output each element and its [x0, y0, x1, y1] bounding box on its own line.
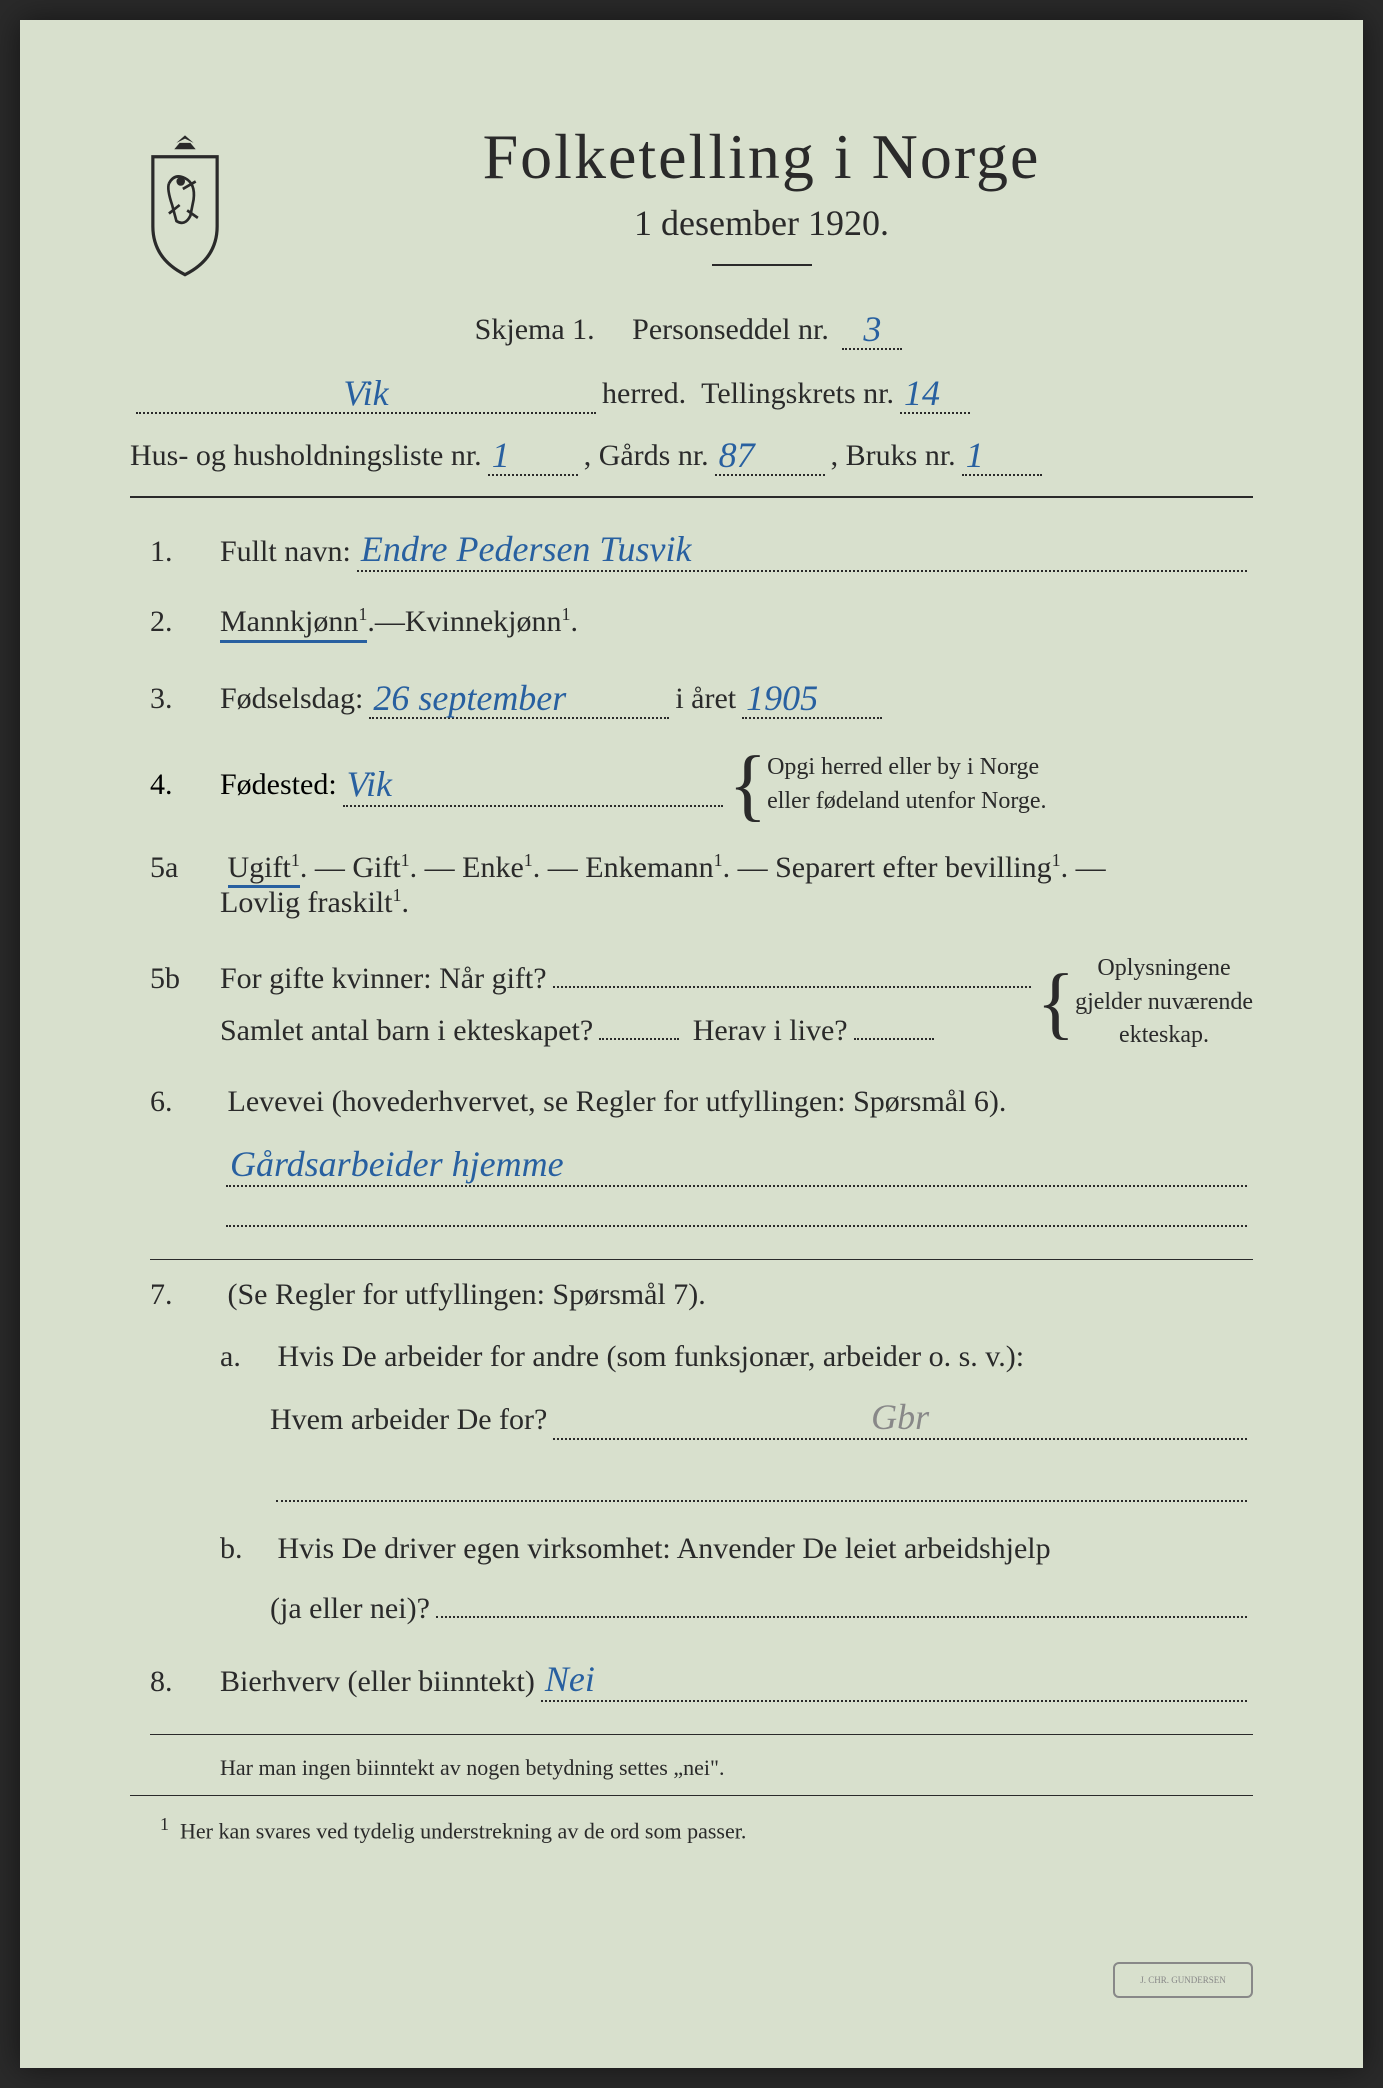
- q7a-value: Gbr: [867, 1396, 933, 1438]
- herred-label: herred.: [602, 377, 686, 411]
- printer-stamp: J. CHR. GUNDERSEN: [1113, 1962, 1253, 1998]
- q8-num: 8.: [150, 1665, 220, 1699]
- q4-value: Vik: [343, 763, 396, 805]
- q4-label: Fødested:: [220, 768, 337, 802]
- main-title: Folketelling i Norge: [270, 120, 1253, 194]
- header: Folketelling i Norge 1 desember 1920.: [130, 120, 1253, 296]
- q4: 4. Fødested: Vik { Opgi herred eller by …: [150, 751, 1253, 818]
- q1: 1. Fullt navn: Endre Pedersen Tusvik: [150, 528, 1253, 572]
- husliste-label: Hus- og husholdningsliste nr.: [130, 439, 482, 473]
- personseddel-nr: 3: [859, 309, 885, 349]
- q6-value: Gårdsarbeider hjemme: [226, 1143, 568, 1185]
- q3: 3. Fødselsdag: 26 september i året 1905: [150, 675, 1253, 719]
- q5b-label3: Herav i live?: [693, 1014, 848, 1048]
- q7b-line1: Hvis De driver egen virksomhet: Anvender…: [278, 1532, 1051, 1565]
- q1-num: 1.: [150, 535, 220, 569]
- q4-note: Opgi herred eller by i Norge eller fødel…: [767, 751, 1046, 818]
- q7-num: 7.: [150, 1278, 220, 1312]
- header-rule: [130, 496, 1253, 498]
- q4-num: 4.: [150, 768, 220, 802]
- tellingskrets-label: Tellingskrets nr.: [701, 377, 894, 411]
- q6-rule: [150, 1259, 1253, 1260]
- q5b-label2: Samlet antal barn i ekteskapet?: [220, 1014, 593, 1048]
- husliste-nr: 1: [488, 435, 514, 475]
- q6-num: 6.: [150, 1085, 220, 1119]
- skjema-label: Skjema 1.: [475, 313, 595, 346]
- q7: 7. (Se Regler for utfyllingen: Spørsmål …: [150, 1278, 1253, 1626]
- footnote: 1 Her kan svares ved tydelig understrekn…: [130, 1814, 1253, 1844]
- q5a-opt3: Enke1: [462, 851, 533, 884]
- coat-of-arms-icon: [130, 130, 240, 280]
- q5a: 5a Ugift1. — Gift1. — Enke1. — Enkemann1…: [150, 850, 1253, 920]
- q3-label: Fødselsdag:: [220, 682, 363, 716]
- q6: 6. Levevei (hovederhvervet, se Regler fo…: [150, 1085, 1253, 1227]
- q2-opt2: Kvinnekjønn1: [405, 604, 571, 639]
- q5a-opt5: Separert efter bevilling1: [775, 851, 1061, 884]
- q3-mid: i året: [675, 682, 736, 716]
- q5b-label1: For gifte kvinner: Når gift?: [220, 962, 547, 996]
- q5b-note: Oplysningene gjelder nuværende ekteskap.: [1075, 952, 1253, 1053]
- q7-label: (Se Regler for utfyllingen: Spørsmål 7).: [228, 1278, 706, 1311]
- q8: 8. Bierhverv (eller biinntekt) Nei: [150, 1658, 1253, 1702]
- subtitle: 1 desember 1920.: [270, 202, 1253, 244]
- form-body: 1. Fullt navn: Endre Pedersen Tusvik 2. …: [130, 528, 1253, 1781]
- title-block: Folketelling i Norge 1 desember 1920.: [270, 120, 1253, 296]
- q5a-opt6: Lovlig fraskilt1: [150, 886, 401, 919]
- q5b-num: 5b: [150, 962, 220, 996]
- brace-icon: {: [1037, 983, 1075, 1023]
- personseddel-label: Personseddel nr.: [632, 313, 829, 346]
- q1-value: Endre Pedersen Tusvik: [357, 528, 696, 570]
- q5b: 5b For gifte kvinner: Når gift? Samlet a…: [150, 952, 1253, 1053]
- q3-day: 26 september: [369, 678, 570, 718]
- bruks-nr: 1: [962, 435, 988, 475]
- q7b-line2: (ja eller nei)?: [270, 1592, 430, 1626]
- footer-note: Har man ingen biinntekt av nogen betydni…: [150, 1755, 1253, 1781]
- q8-rule: [150, 1734, 1253, 1735]
- husliste-line: Hus- og husholdningsliste nr. 1 , Gårds …: [130, 432, 1253, 476]
- q2-sep: —: [375, 605, 405, 639]
- q6-label: Levevei (hovederhvervet, se Regler for u…: [228, 1085, 1007, 1118]
- q3-year: 1905: [742, 678, 822, 718]
- bruks-label: , Bruks nr.: [831, 439, 956, 473]
- q5a-opt1: Ugift1: [228, 851, 300, 888]
- gards-nr: 87: [715, 435, 759, 475]
- q7b-num: b.: [220, 1532, 270, 1566]
- q2-opt1: Mannkjønn1: [220, 604, 367, 643]
- footer-rule: [130, 1795, 1253, 1796]
- brace-icon: {: [729, 765, 767, 805]
- q7a-num: a.: [220, 1340, 270, 1374]
- title-divider: [712, 264, 812, 266]
- q5a-opt2: Gift1: [352, 851, 409, 884]
- skjema-line: Skjema 1. Personseddel nr. 3: [130, 306, 1253, 350]
- tellingskrets-nr: 14: [900, 373, 944, 413]
- q8-value: Nei: [541, 1658, 599, 1700]
- herred-line: Vik herred. Tellingskrets nr. 14: [130, 370, 1253, 414]
- q7a-line1: Hvis De arbeider for andre (som funksjon…: [278, 1340, 1025, 1373]
- q5a-opt4: Enkemann1: [585, 851, 722, 884]
- q8-label: Bierhverv (eller biinntekt): [220, 1665, 535, 1699]
- herred-value: Vik: [339, 373, 392, 413]
- q1-label: Fullt navn:: [220, 535, 351, 569]
- q2: 2. Mannkjønn1. — Kvinnekjønn1.: [150, 604, 1253, 643]
- q7a-line2: Hvem arbeider De for?: [270, 1403, 547, 1437]
- q3-num: 3.: [150, 682, 220, 716]
- gards-label: , Gårds nr.: [584, 439, 709, 473]
- q2-num: 2.: [150, 605, 220, 639]
- q5a-num: 5a: [150, 851, 220, 885]
- census-form-page: Folketelling i Norge 1 desember 1920. Sk…: [20, 20, 1363, 2068]
